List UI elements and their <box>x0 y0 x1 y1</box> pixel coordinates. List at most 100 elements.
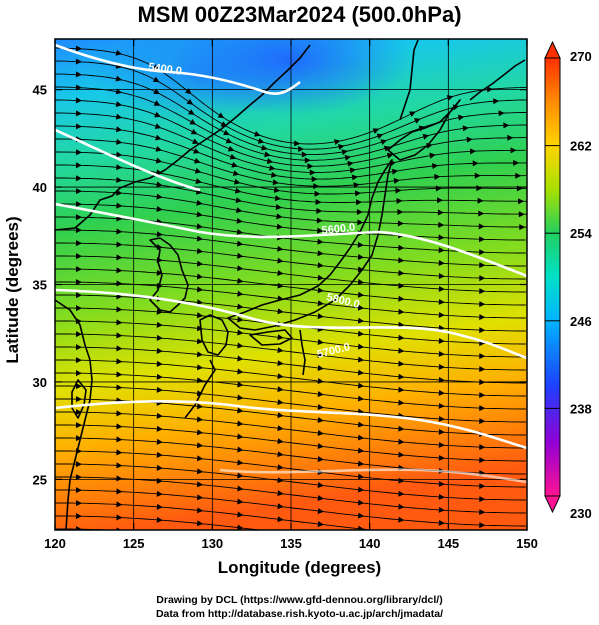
streamline-arrow <box>223 129 230 136</box>
streamline-arrow <box>237 303 244 310</box>
streamline-arrow <box>316 217 323 224</box>
streamline-arrow <box>396 197 403 204</box>
streamline-arrow <box>116 462 123 469</box>
streamline-arrow <box>438 415 445 422</box>
streamline-arrow <box>271 171 278 178</box>
streamline-arrow <box>116 527 123 530</box>
streamline-arrow <box>156 181 163 188</box>
streamline-arrow <box>237 368 244 375</box>
streamline-arrow <box>398 425 405 432</box>
streamline-arrow <box>116 164 123 171</box>
streamline-arrow <box>479 301 486 308</box>
streamline-arrow <box>317 495 324 501</box>
streamline-arrow <box>75 500 82 507</box>
streamline-arrow <box>317 508 324 514</box>
streamline <box>55 229 526 267</box>
streamline-arrow <box>277 399 284 406</box>
streamline-arrow <box>438 363 445 370</box>
streamline-arrow <box>479 444 486 451</box>
axis-tick-labels: 120 125 130 135 140 145 150 25 30 35 40 45 <box>33 83 538 551</box>
streamline-arrow <box>274 195 282 202</box>
streamline-arrow <box>231 161 238 168</box>
streamline-arrow <box>237 252 244 259</box>
streamline <box>55 528 118 530</box>
x-tick-label: 140 <box>359 536 381 551</box>
streamline-arrow <box>386 152 394 159</box>
streamline-arrow <box>75 84 82 91</box>
streamline-arrow <box>193 148 200 154</box>
y-tick-label: 45 <box>33 83 47 98</box>
streamline-arrow <box>479 249 486 256</box>
streamline-arrow <box>510 147 517 154</box>
streamline-arrow <box>235 197 242 204</box>
streamline-arrow <box>277 245 284 252</box>
streamline-arrow <box>317 250 324 257</box>
streamline-arrow <box>479 509 486 516</box>
axis-ticks <box>54 39 528 530</box>
streamline-arrow <box>438 298 445 305</box>
streamline-arrow <box>398 451 405 458</box>
streamline-arrow <box>276 213 283 220</box>
streamline-arrow <box>393 177 400 184</box>
streamline-arrow <box>116 436 123 443</box>
streamline-arrow <box>75 266 82 273</box>
streamline-arrow <box>155 134 162 141</box>
streamline-arrow <box>317 404 324 410</box>
streamline-arrow <box>357 499 365 506</box>
streamline-arrow <box>75 422 82 429</box>
streamline-arrow <box>75 188 82 195</box>
streamline-arrow <box>186 98 194 105</box>
streamline-arrow <box>398 438 405 445</box>
streamline-arrow <box>389 160 396 167</box>
streamline-arrow <box>277 451 284 458</box>
streamline-arrow <box>438 273 445 280</box>
streamline-arrow <box>75 149 82 156</box>
streamline-arrow <box>356 199 363 206</box>
streamline-arrow <box>196 286 204 293</box>
streamline <box>55 359 526 397</box>
streamline-arrow <box>116 488 123 495</box>
streamline-arrow <box>116 189 123 196</box>
streamline-arrow <box>474 172 481 179</box>
streamline-arrow <box>357 279 365 286</box>
streamline-arrow <box>317 378 324 384</box>
streamline-arrow <box>503 122 510 129</box>
y-tick-label: 40 <box>33 180 47 195</box>
streamline-arrow <box>357 304 365 311</box>
streamline-arrow <box>116 501 123 508</box>
streamline-arrow <box>479 392 486 399</box>
streamline-arrow <box>236 240 244 247</box>
streamline-arrow <box>75 71 82 78</box>
streamline-arrow <box>234 187 242 194</box>
coastline-hokkaido <box>387 99 461 161</box>
streamline <box>55 47 527 145</box>
streamline-arrow <box>398 503 405 510</box>
streamline-arrow <box>479 327 486 334</box>
streamline-arrow <box>398 516 405 523</box>
streamline-arrow <box>277 386 284 393</box>
streamline-arrow <box>498 110 505 117</box>
streamline-arrow <box>116 449 123 456</box>
contour-5900 <box>219 468 527 484</box>
streamline-arrow <box>493 98 500 105</box>
streamline-arrow <box>233 178 241 185</box>
streamline-arrow <box>115 75 123 82</box>
streamline <box>55 138 526 187</box>
coastline-asia <box>55 44 311 231</box>
streamline-arrow <box>317 274 324 281</box>
streamline-arrow <box>479 262 486 269</box>
streamline-arrow <box>486 86 494 93</box>
streamline-arrow <box>338 144 345 150</box>
streamline <box>55 255 526 293</box>
streamline-arrow <box>188 109 195 115</box>
streamline-arrow <box>156 438 163 445</box>
streamline-arrow <box>116 306 123 313</box>
streamline-arrow <box>357 486 365 493</box>
streamline-arrow <box>116 228 123 235</box>
streamline-arrow <box>479 353 486 360</box>
streamline <box>55 385 526 423</box>
streamline-arrow <box>307 163 314 170</box>
streamline-arrow <box>75 201 82 208</box>
streamline-arrow <box>317 339 324 345</box>
streamline-arrow <box>347 160 354 167</box>
